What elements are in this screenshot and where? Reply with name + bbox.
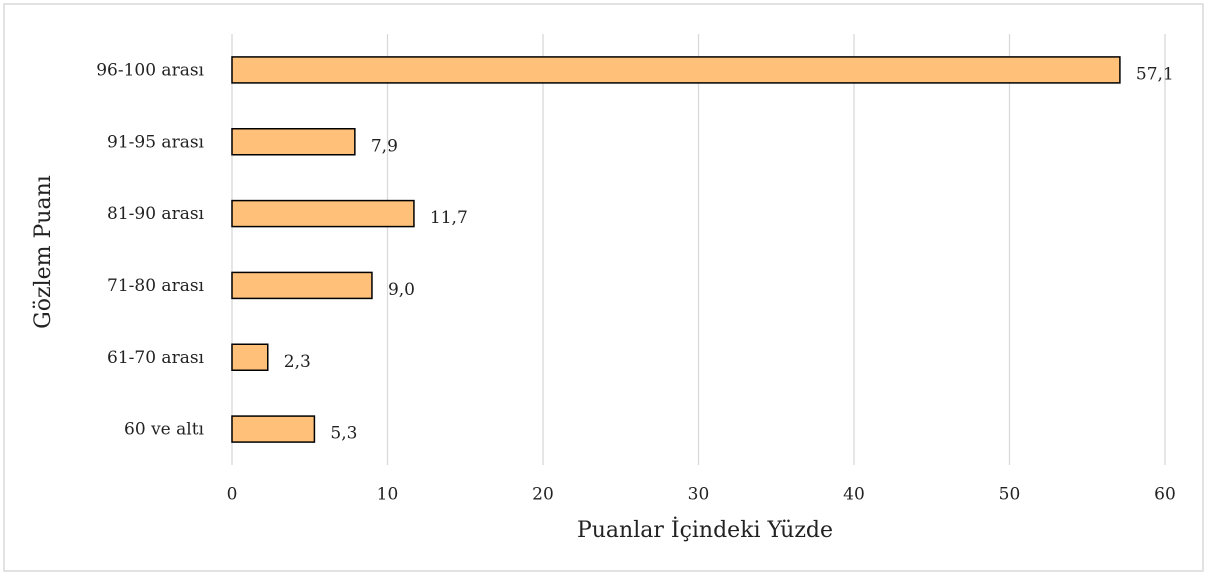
x-tick-label: 40 <box>843 485 865 505</box>
x-tick-label: 50 <box>999 485 1021 505</box>
value-label: 2,3 <box>284 352 311 372</box>
bar <box>231 56 1121 84</box>
bar <box>231 128 356 156</box>
x-tick-label: 30 <box>688 485 710 505</box>
x-tick-label: 20 <box>532 485 554 505</box>
x-tick-label: 60 <box>1154 485 1176 505</box>
chart-border <box>3 3 1204 572</box>
bar <box>231 343 269 371</box>
y-tick-label: 96-100 arası <box>96 60 204 80</box>
value-label: 11,7 <box>430 208 468 228</box>
x-tick-label: 0 <box>227 485 238 505</box>
value-label: 5,3 <box>330 424 357 444</box>
y-tick-label: 91-95 arası <box>107 132 205 152</box>
value-label: 7,9 <box>371 136 398 156</box>
bar <box>231 415 316 443</box>
bar <box>231 271 373 300</box>
y-tick-label: 71-80 arası <box>107 276 205 296</box>
value-label: 9,0 <box>388 280 415 300</box>
bar <box>231 199 415 228</box>
y-tick-label: 60 ve altı <box>124 420 205 440</box>
y-tick-label: 61-70 arası <box>107 348 205 368</box>
y-tick-label: 81-90 arası <box>107 204 205 224</box>
y-axis-label: Gözlem Puanı <box>31 175 56 329</box>
value-label: 57,1 <box>1136 64 1174 84</box>
x-tick-label: 10 <box>377 485 399 505</box>
x-axis-label: Puanlar İçindeki Yüzde <box>577 516 833 543</box>
